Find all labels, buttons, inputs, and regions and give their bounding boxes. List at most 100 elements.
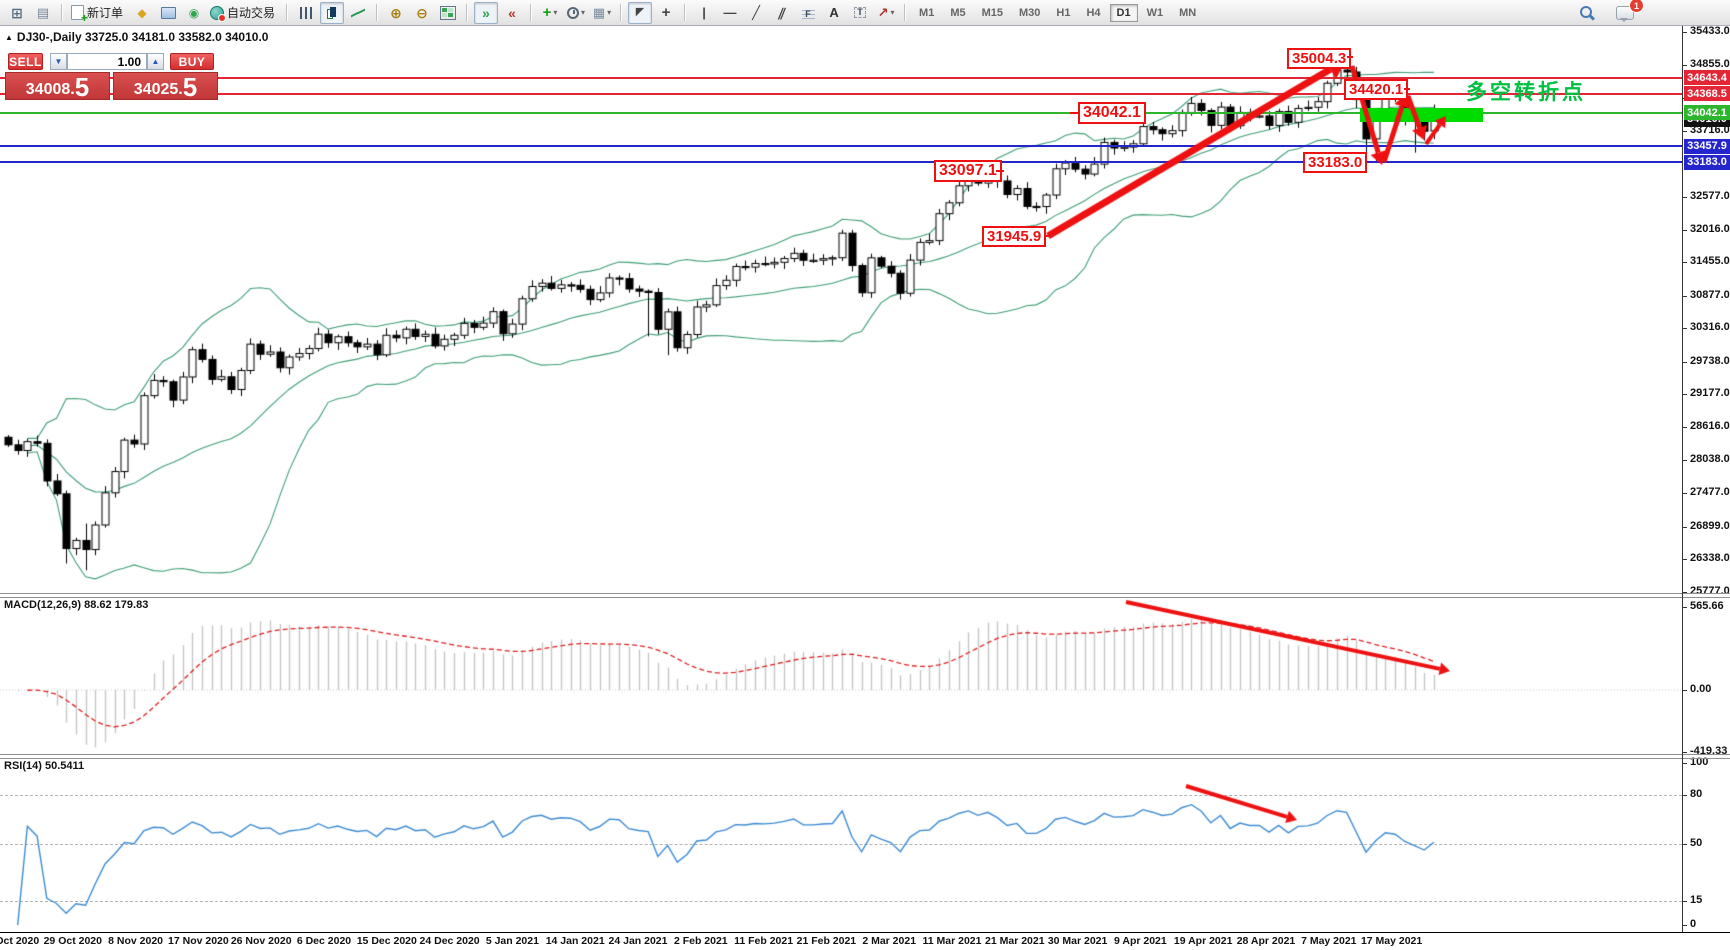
new-order-button[interactable]: 新订单: [69, 2, 128, 25]
timeframe-m15[interactable]: M15: [981, 6, 1003, 19]
rsi-label: RSI(14) 50.5411: [4, 760, 85, 772]
panel-splitter[interactable]: [0, 754, 1730, 755]
text-label-icon: T: [854, 7, 866, 18]
timeframe-d1[interactable]: D1: [1109, 3, 1138, 22]
toolbar-separator: [530, 4, 533, 21]
strategy-tester-icon: ◉: [188, 5, 200, 20]
date-label: 17 May 2021: [1360, 935, 1423, 947]
notifications-button[interactable]: 1: [1613, 0, 1644, 24]
annotation-tick: [1347, 56, 1353, 58]
metaeditor-button[interactable]: ◆: [130, 2, 154, 24]
indicators-icon: +: [542, 4, 552, 21]
text-label-button[interactable]: T: [848, 2, 872, 24]
toolbar-separator: [620, 4, 623, 21]
arrows-button[interactable]: ↗ ▾: [874, 2, 898, 24]
trend-reversal-note[interactable]: 多空转折点: [1466, 81, 1586, 104]
autotrading-button[interactable]: 自动交易: [208, 2, 280, 24]
strategy-tester-button[interactable]: ◉: [182, 2, 206, 24]
candlestick-chart-button[interactable]: [320, 1, 345, 24]
price-annotation[interactable]: 35004.3: [1287, 48, 1352, 70]
price-axis-line: [1682, 26, 1683, 932]
tile-windows-icon: [440, 5, 457, 20]
equidistant-channel-icon: ∥: [776, 5, 788, 20]
buy-button[interactable]: BUY: [170, 53, 214, 70]
periods-button[interactable]: ▾: [564, 2, 588, 24]
templates-button[interactable]: ▦ ▾: [590, 2, 614, 24]
timeframe-h1[interactable]: H1: [1056, 6, 1071, 19]
volume-input[interactable]: 1.00: [67, 53, 147, 70]
panel-splitter[interactable]: [0, 758, 1730, 759]
horizontal-line-object[interactable]: [0, 92, 1682, 95]
notification-badge: 1: [1629, 0, 1644, 13]
horizontal-line-button[interactable]: —: [718, 2, 742, 24]
dropdown-caret-icon: ▾: [607, 8, 612, 17]
toolbar-separator: [61, 4, 63, 21]
profiles-button[interactable]: ▤: [31, 2, 55, 24]
timeframe-mn[interactable]: MN: [1179, 6, 1197, 19]
sell-button[interactable]: SELL: [8, 53, 43, 70]
text-button[interactable]: A: [822, 2, 846, 24]
horizontal-line-object[interactable]: [0, 161, 1682, 164]
zoom-out-button[interactable]: ⊖: [410, 2, 434, 24]
dropdown-caret-icon: ▾: [581, 8, 586, 17]
bar-chart-button[interactable]: [294, 2, 318, 24]
timeframe-w1[interactable]: W1: [1146, 6, 1164, 19]
bar-chart-icon: [299, 6, 313, 19]
annotation-tick: [996, 170, 1004, 172]
new-chart-button[interactable]: ⊞: [5, 2, 29, 24]
vertical-line-icon: |: [702, 5, 706, 20]
auto-scroll-icon: »: [482, 4, 490, 21]
periods-icon: [567, 6, 580, 19]
toolbar: ⊞▤新订单◆◉自动交易⊕⊖»«+▾▾▦▾◤+|—╱∥FAT↗▾M1M5M15M3…: [0, 0, 1730, 26]
vertical-line-button[interactable]: |: [692, 2, 716, 24]
volume-increase-button[interactable]: ▲: [147, 53, 164, 70]
price-badge: 34042.1: [1684, 105, 1730, 121]
zoom-in-button[interactable]: ⊕: [384, 2, 408, 24]
crosshair-button[interactable]: +: [654, 2, 678, 24]
cursor-button[interactable]: ◤: [628, 1, 653, 24]
sell-price-display[interactable]: 34008. 5: [5, 72, 110, 100]
buy-price-display[interactable]: 34025. 5: [113, 72, 218, 100]
indicators-button[interactable]: + ▾: [538, 2, 562, 24]
arrows-icon: ↗: [877, 5, 889, 20]
panel-splitter[interactable]: [0, 593, 1730, 594]
horizontal-line-object[interactable]: [0, 145, 1682, 148]
crosshair-icon: +: [661, 4, 671, 21]
price-badge: 33457.9: [1684, 138, 1730, 154]
trendline-button[interactable]: ╱: [744, 2, 768, 24]
auto-scroll-button[interactable]: »: [474, 1, 499, 24]
timeframe-h4[interactable]: H4: [1086, 6, 1101, 19]
symbol-collapse-icon[interactable]: ▲: [5, 32, 13, 42]
toolbar-right: 1: [1574, 0, 1644, 24]
timeframe-m5[interactable]: M5: [950, 6, 966, 19]
tile-windows-button[interactable]: [436, 2, 460, 24]
symbol-header: ▲ DJ30-,Daily 33725.0 34181.0 33582.0 34…: [5, 30, 268, 44]
timeframe-m30[interactable]: M30: [1019, 6, 1041, 19]
terminal-button[interactable]: [156, 2, 180, 24]
volume-decrease-button[interactable]: ▼: [50, 53, 67, 70]
buy-price-pip: 5: [182, 71, 198, 102]
toolbar-separator: [466, 4, 469, 21]
terminal-icon: [160, 6, 176, 19]
timeframe-m1[interactable]: M1: [919, 6, 935, 19]
toolbar-buttons: ⊞▤新订单◆◉自动交易⊕⊖»«+▾▾▦▾◤+|—╱∥FAT↗▾M1M5M15M3…: [4, 0, 1204, 25]
price-annotation[interactable]: 34042.1: [1078, 102, 1146, 125]
equidistant-channel-button[interactable]: ∥: [770, 2, 794, 24]
line-chart-icon: [351, 6, 366, 19]
toolbar-separator: [904, 4, 907, 21]
price-annotation[interactable]: 31945.9: [982, 226, 1047, 248]
templates-icon: ▦: [592, 5, 606, 20]
highlight-bar-object[interactable]: [1360, 108, 1483, 122]
cursor-icon: ◤: [635, 6, 645, 18]
line-chart-button[interactable]: [346, 2, 370, 24]
search-button[interactable]: [1575, 2, 1599, 24]
price-annotation[interactable]: 34420.1: [1344, 79, 1409, 101]
panel-splitter[interactable]: [0, 597, 1730, 598]
horizontal-line-object[interactable]: [0, 76, 1682, 79]
price-annotation[interactable]: 33183.0: [1303, 152, 1368, 174]
price-annotation[interactable]: 33097.1: [934, 160, 1002, 183]
chart-shift-button[interactable]: «: [500, 2, 524, 24]
fibonacci-button[interactable]: F: [796, 2, 820, 24]
